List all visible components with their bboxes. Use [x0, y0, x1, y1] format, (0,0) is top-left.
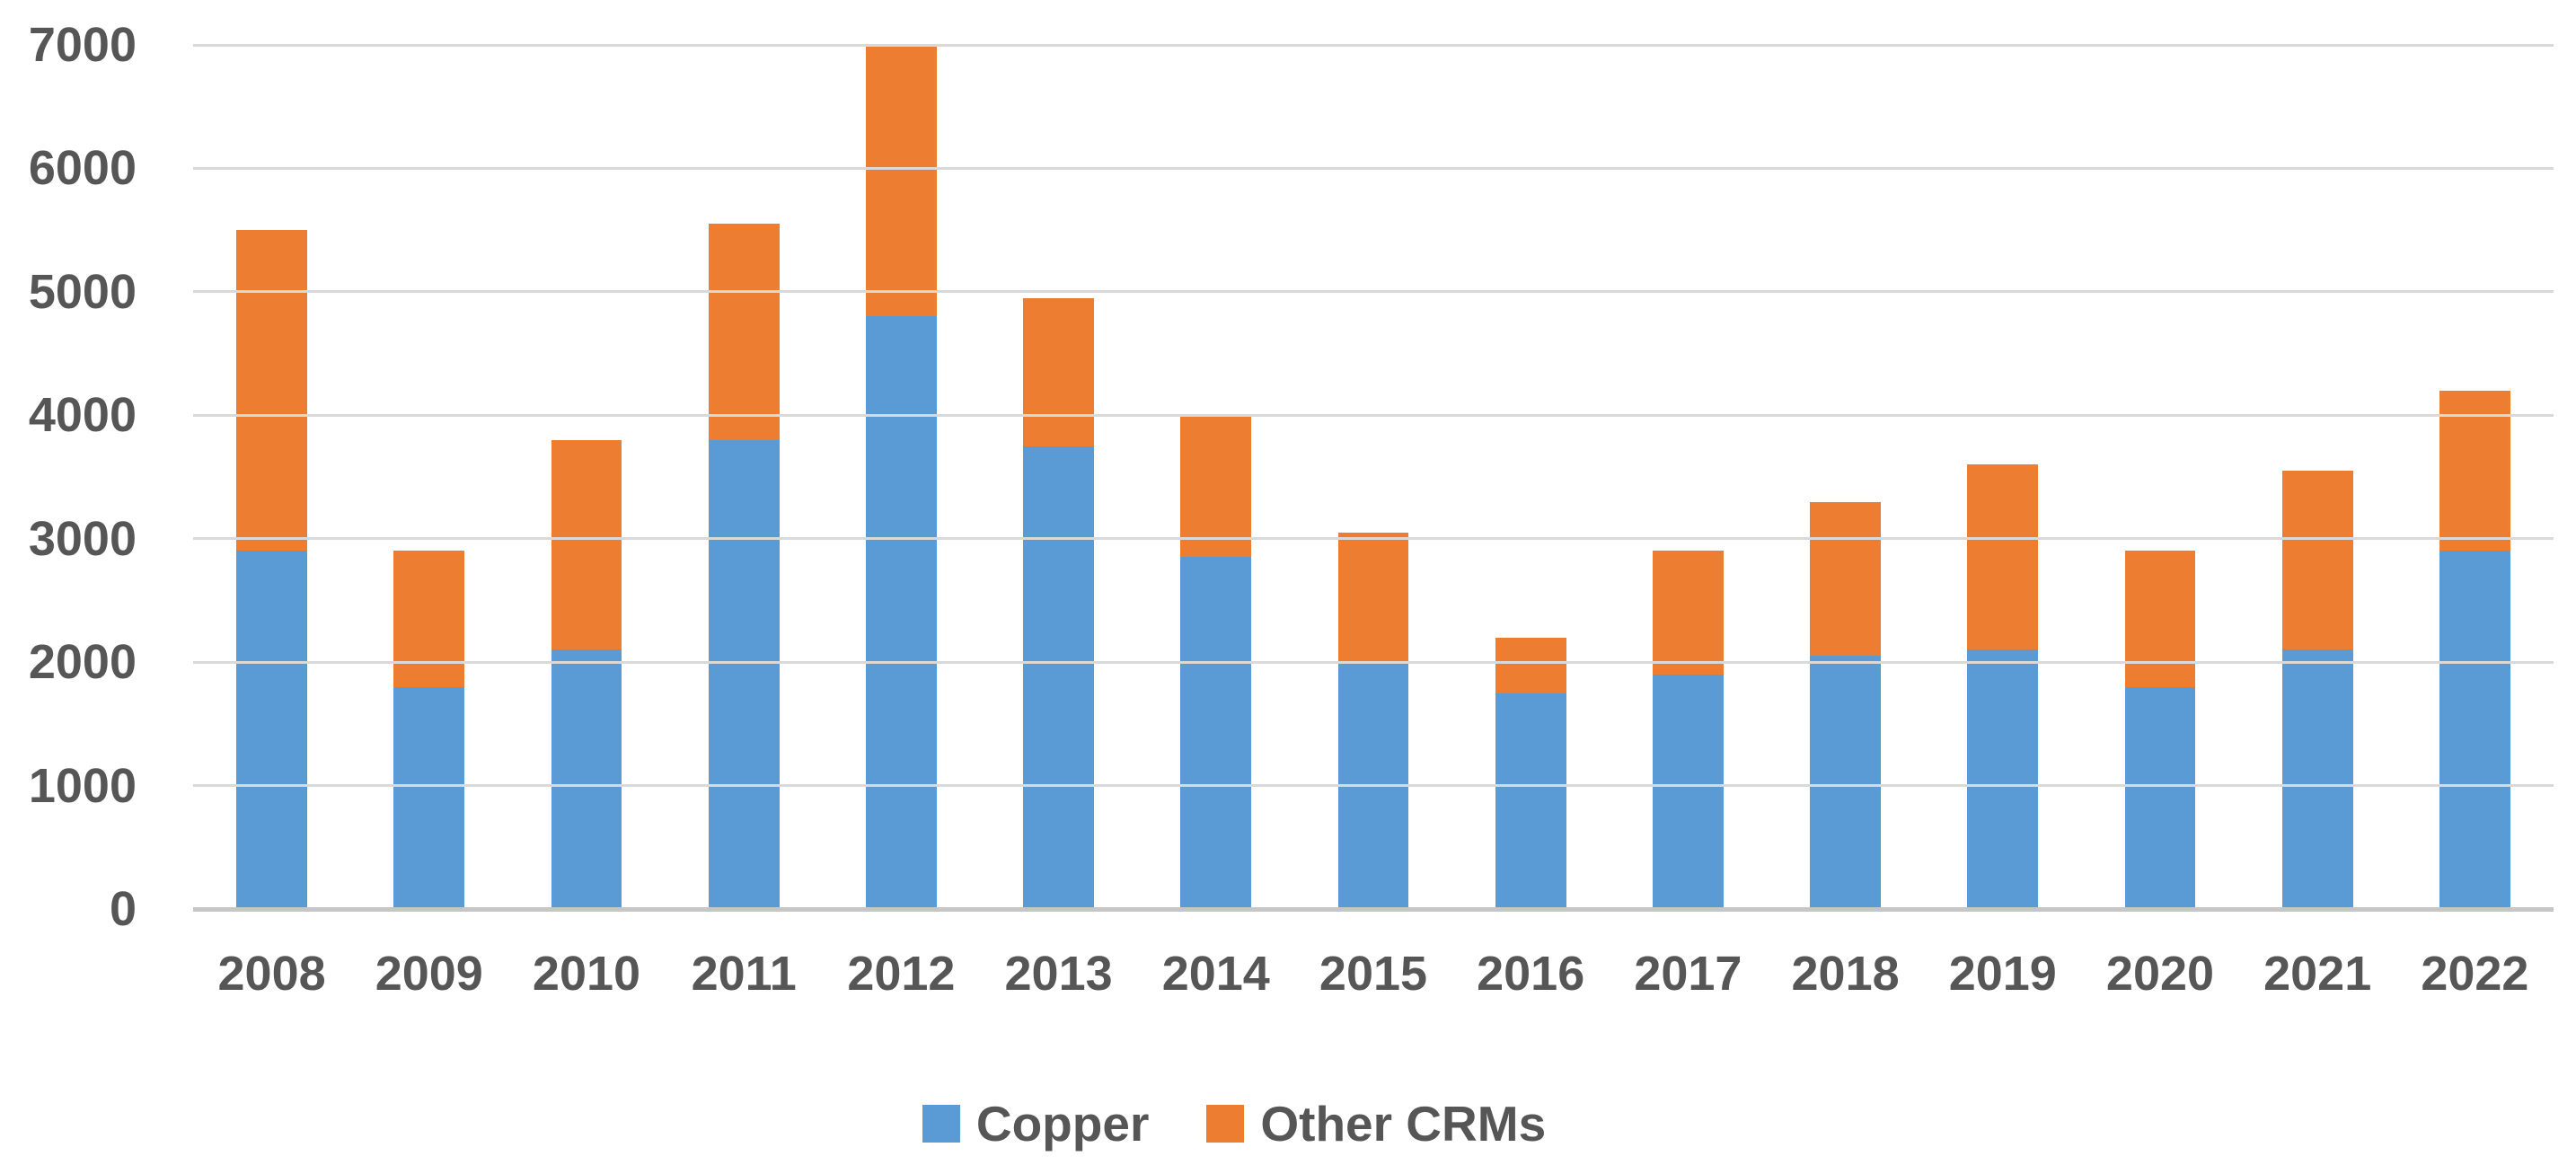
copper-bar-segment — [236, 551, 307, 909]
x-tick-label: 2015 — [1319, 947, 1428, 1001]
y-tick-label: 7000 — [28, 18, 137, 72]
gridline — [193, 290, 2554, 294]
y-tick-label: 2000 — [28, 635, 137, 690]
bar-slot-2016 — [1452, 45, 1610, 909]
y-tick-label: 5000 — [28, 264, 137, 319]
other-crms-bar-segment — [1180, 415, 1252, 558]
bar-slot-2012 — [823, 45, 980, 909]
bar-slot-2020 — [2081, 45, 2238, 909]
copper-bar-segment — [1023, 446, 1094, 909]
copper-bar-segment — [1652, 674, 1724, 909]
other-crms-bar-segment — [708, 224, 780, 440]
other-crms-bar-segment — [1967, 464, 2039, 650]
bar-slot-2019 — [1924, 45, 2081, 909]
y-tick-label: 0 — [109, 882, 137, 936]
y-axis-labels: 0 1000 2000 3000 4000 5000 6000 7000 — [0, 21, 137, 933]
x-tick-label: 2019 — [1948, 947, 2057, 1001]
copper-bar-segment — [1180, 557, 1252, 909]
gridline — [193, 166, 2554, 170]
bar-slot-2022 — [2396, 45, 2554, 909]
x-tick-label: 2014 — [1161, 947, 1270, 1001]
legend-item-copper: Copper — [922, 1095, 1150, 1152]
x-tick-label: 2011 — [691, 947, 797, 1001]
copper-swatch-icon — [922, 1105, 960, 1143]
bars — [193, 45, 2554, 909]
x-tick-label: 2021 — [2263, 947, 2372, 1001]
y-tick-label: 6000 — [28, 141, 137, 196]
x-axis-labels: 2008 2009 2010 2011 2012 2013 2014 2015 2016 2017… — [193, 932, 2554, 1015]
x-tick-label: 2008 — [217, 947, 326, 1001]
x-tick-label: 2020 — [2105, 947, 2215, 1001]
legend: Copper Other CRMs — [0, 1089, 2468, 1159]
gridline — [193, 660, 2554, 664]
other-crms-swatch-icon — [1206, 1105, 1245, 1143]
y-tick-label: 1000 — [28, 758, 137, 813]
legend-item-other-crms: Other CRMs — [1206, 1099, 1546, 1149]
copper-bar-segment — [2439, 551, 2510, 909]
other-crms-legend-label: Other CRMs — [1260, 1095, 1547, 1152]
bar-slot-2018 — [1767, 45, 1924, 909]
gridline — [193, 784, 2554, 788]
x-tick-label: 2012 — [847, 947, 956, 1001]
copper-bar-segment — [1810, 656, 1881, 909]
other-crms-bar-segment — [1495, 637, 1566, 693]
copper-bar-segment — [1495, 693, 1566, 909]
gridline — [193, 537, 2554, 541]
copper-bar-segment — [2281, 649, 2353, 909]
copper-bar-segment — [865, 316, 937, 909]
bar-slot-2021 — [2239, 45, 2396, 909]
copper-bar-segment — [708, 439, 780, 909]
other-crms-bar-segment — [1023, 297, 1094, 446]
other-crms-bar-segment — [2439, 390, 2510, 552]
bar-slot-2013 — [980, 45, 1137, 909]
plot-area — [193, 43, 2554, 912]
y-tick-label: 4000 — [28, 388, 137, 443]
x-tick-label: 2017 — [1634, 947, 1742, 1001]
bar-slot-2008 — [193, 45, 350, 909]
copper-bar-segment — [1967, 649, 2039, 909]
other-crms-bar-segment — [236, 230, 307, 552]
bar-slot-2017 — [1610, 45, 1767, 909]
copper-bar-segment — [551, 649, 622, 909]
other-crms-bar-segment — [1652, 551, 1724, 675]
other-crms-bar-segment — [551, 439, 622, 650]
gridline — [193, 43, 2554, 47]
bar-slot-2011 — [666, 45, 823, 909]
x-tick-label: 2010 — [532, 947, 641, 1001]
bar-slot-2014 — [1137, 45, 1294, 909]
x-tick-label: 2022 — [2421, 947, 2529, 1001]
x-tick-label: 2016 — [1477, 947, 1585, 1001]
x-tick-label: 2018 — [1791, 947, 1900, 1001]
copper-bar-segment — [393, 686, 465, 909]
other-crms-bar-segment — [2124, 551, 2196, 687]
y-tick-label: 3000 — [28, 511, 137, 566]
x-tick-label: 2013 — [1004, 947, 1113, 1001]
other-crms-bar-segment — [2281, 471, 2353, 650]
other-crms-bar-segment — [1810, 501, 1881, 657]
copper-legend-label: Copper — [975, 1095, 1150, 1152]
x-tick-label: 2009 — [375, 947, 483, 1001]
bar-slot-2015 — [1294, 45, 1451, 909]
x-axis-line — [193, 906, 2554, 912]
other-crms-bar-segment — [393, 551, 465, 687]
copper-bar-segment — [2124, 686, 2196, 909]
other-crms-bar-segment — [1337, 532, 1409, 663]
other-crms-bar-segment — [865, 45, 937, 317]
bar-slot-2009 — [350, 45, 507, 909]
gridline — [193, 413, 2554, 417]
bar-slot-2010 — [507, 45, 665, 909]
